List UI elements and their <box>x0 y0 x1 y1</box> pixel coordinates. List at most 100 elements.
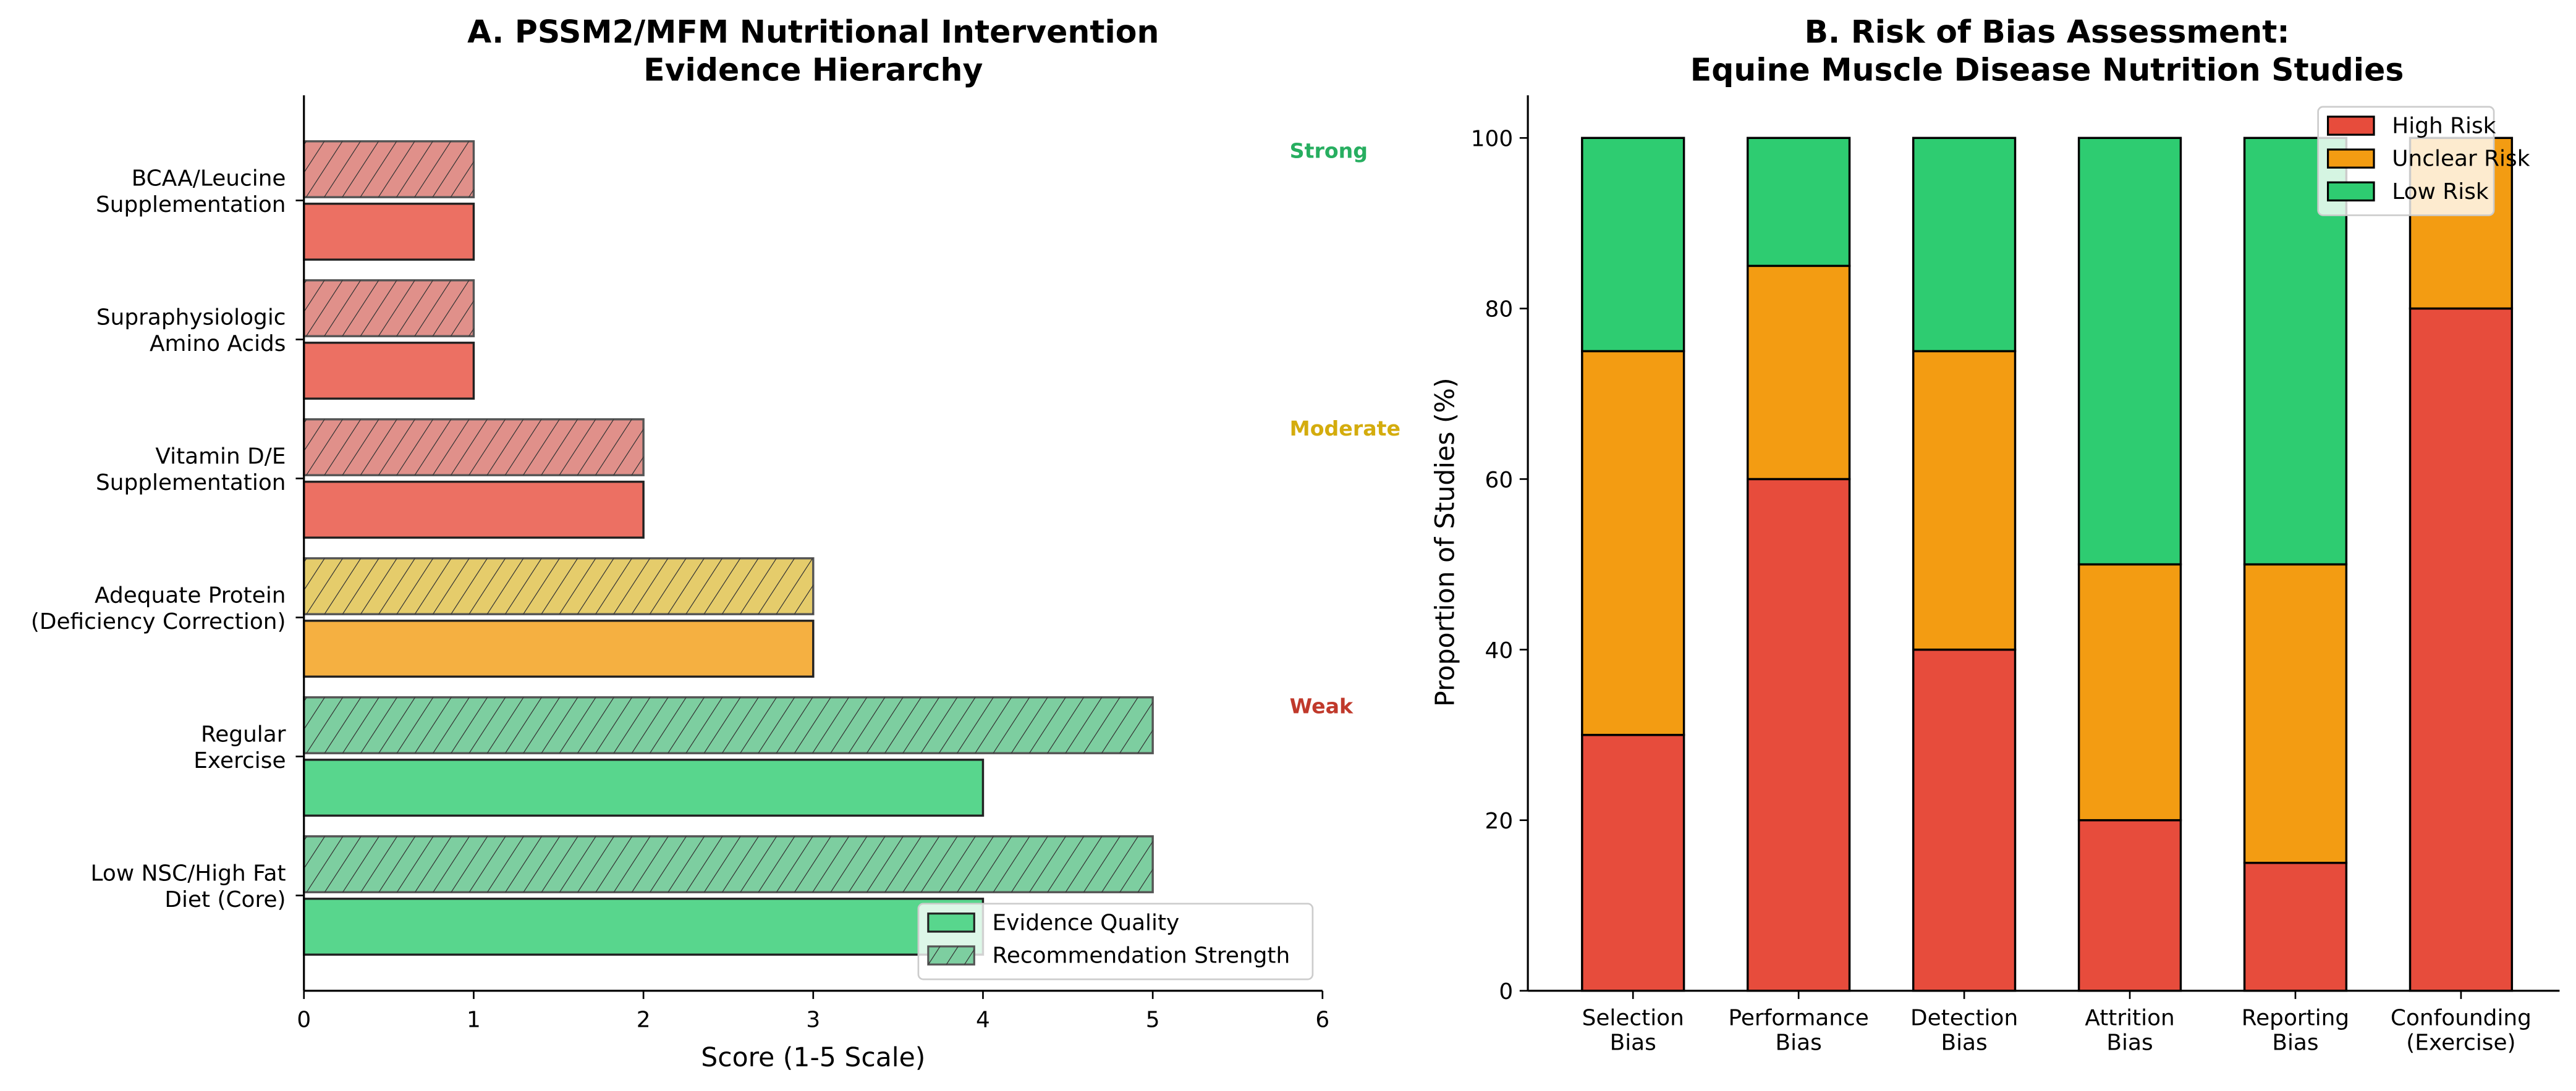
legend-label: High Risk <box>2392 113 2496 138</box>
x-tick-label: 0 <box>297 1007 311 1032</box>
legend-label: Recommendation Strength <box>993 943 1290 969</box>
bar-evidence-quality <box>303 342 475 400</box>
text-line: Selection <box>1582 1006 1684 1031</box>
y-tick-label: 0 <box>1499 979 1513 1005</box>
bar-segment-low-risk <box>1912 137 2017 353</box>
text-line: (Deficiency Correction) <box>31 609 286 634</box>
text-line: Performance <box>1729 1006 1869 1031</box>
legend-swatch <box>2327 181 2375 202</box>
text-line: Equine Muscle Disease Nutrition Studies <box>1690 51 2404 88</box>
text-line: Supplementation <box>96 192 286 217</box>
category-label: Vitamin D/E Supplementation <box>96 444 286 496</box>
panel-a-axes: 0 1 2 3 4 5 6 <box>297 95 1329 1032</box>
bar-hatch-overlay <box>303 141 474 198</box>
text-line: Detection <box>1910 1006 2018 1031</box>
text-line: BCAA/Leucine <box>132 166 286 192</box>
x-tick-label: 5 <box>1146 1007 1160 1032</box>
category-label: Attrition Bias <box>2085 1006 2174 1056</box>
legend-swatch <box>2327 148 2375 169</box>
bar-segment-high-risk <box>1747 478 1851 992</box>
text-line: Evidence Hierarchy <box>643 51 983 88</box>
text-line: (Exercise) <box>2406 1030 2515 1056</box>
text-line: B. Risk of Bias Assessment: <box>1805 14 2290 50</box>
x-tick-label: 4 <box>976 1007 990 1032</box>
text-line: Bias <box>1776 1030 1822 1056</box>
legend-label: Low Risk <box>2392 179 2489 204</box>
category-label: Regular Exercise <box>193 722 286 774</box>
legend-label: Evidence Quality <box>993 910 1180 935</box>
text-line: Confounding <box>2391 1006 2532 1031</box>
bar-segment-high-risk <box>1912 648 2017 992</box>
category-label: Low NSC/High Fat Diet (Core) <box>91 861 286 913</box>
x-tick-label: 3 <box>806 1007 820 1032</box>
text-line: Exercise <box>193 748 286 773</box>
bar-hatch-overlay <box>303 419 644 476</box>
bar-segment-low-risk <box>1581 137 1685 353</box>
category-label: Adequate Protein (Deficiency Correction) <box>31 583 286 635</box>
panel-b-y-axis-label: Proportion of Studies (%) <box>1430 377 1460 707</box>
legend-swatch-hatch <box>928 946 975 965</box>
bar-segment-high-risk <box>2243 861 2348 992</box>
text-line: Regular <box>201 722 286 748</box>
text-line: Attrition <box>2085 1006 2174 1031</box>
text-line: Supplementation <box>96 470 286 495</box>
legend-box <box>917 903 1314 980</box>
text-line: Bias <box>1610 1030 1656 1056</box>
category-label: Detection Bias <box>1910 1006 2018 1056</box>
panel-a-strength-annotations: Strong Moderate Weak <box>1290 138 1400 718</box>
strength-label-moderate: Moderate <box>1290 416 1400 440</box>
panel-a-bars <box>303 140 1154 956</box>
text-line: A. PSSM2/MFM Nutritional Intervention <box>467 14 1159 50</box>
strength-label-weak: Weak <box>1290 694 1354 718</box>
y-tick-label: 60 <box>1485 468 1514 493</box>
bar-evidence-quality <box>303 759 985 817</box>
bar-hatch-overlay <box>303 558 813 615</box>
strength-label-strong: Strong <box>1290 138 1368 162</box>
panel-a-x-axis-label: Score (1-5 Scale) <box>701 1043 925 1073</box>
panel-b-axes: 0 20 40 60 80 100 <box>1471 95 2560 1005</box>
text-line: Diet (Core) <box>164 887 286 912</box>
panel-a-category-labels: Low NSC/High Fat Diet (Core) Regular Exerci… <box>31 166 304 913</box>
bar-segment-high-risk <box>2077 819 2182 992</box>
bar-segment-unclear-risk <box>1747 264 1851 481</box>
legend-swatch <box>927 912 975 933</box>
bar-evidence-quality <box>303 620 815 678</box>
bar-segment-low-risk <box>1747 137 1851 267</box>
legend-label: Unclear Risk <box>2392 146 2530 172</box>
bar-hatch-overlay <box>303 697 1153 754</box>
category-label: Reporting Bias <box>2242 1006 2349 1056</box>
bar-segment-low-risk <box>2243 137 2348 566</box>
bar-segment-high-risk <box>1581 733 1685 992</box>
y-tick-label: 80 <box>1485 297 1514 322</box>
y-tick-label: 40 <box>1485 638 1514 663</box>
category-label: Performance Bias <box>1729 1006 1869 1056</box>
panel-a-title: A. PSSM2/MFM Nutritional Intervention Evi… <box>467 14 1159 88</box>
y-tick-label: 20 <box>1485 809 1514 834</box>
panel-a-legend: Evidence Quality Recommendation Strength <box>917 903 1314 980</box>
bar-evidence-quality <box>303 898 985 956</box>
category-label: Selection Bias <box>1582 1006 1684 1056</box>
x-tick-label: 6 <box>1315 1007 1329 1032</box>
bar-segment-low-risk <box>2077 137 2182 566</box>
text-line: Adequate Protein <box>95 583 286 609</box>
category-label: Confounding (Exercise) <box>2391 1006 2532 1056</box>
text-line: Supraphysiologic <box>96 305 286 331</box>
panel-b-bars <box>1581 137 2514 992</box>
bar-evidence-quality <box>303 481 645 539</box>
text-line: Reporting <box>2242 1006 2349 1031</box>
panel-b-risk-of-bias: B. Risk of Bias Assessment: Equine Muscle… <box>1430 14 2560 1056</box>
x-tick-label: 2 <box>637 1007 651 1032</box>
bar-hatch-overlay <box>303 280 474 337</box>
bar-segment-unclear-risk <box>2243 563 2348 864</box>
text-line: Low NSC/High Fat <box>91 861 286 887</box>
text-line: Amino Acids <box>150 331 286 356</box>
text-line: Bias <box>1941 1030 1987 1056</box>
panel-b-legend: High Risk Unclear Risk Low Risk <box>2317 106 2530 216</box>
bar-segment-unclear-risk <box>2077 563 2182 822</box>
category-label: Supraphysiologic Amino Acids <box>96 305 286 357</box>
bar-hatch-overlay <box>303 836 1153 893</box>
text-line: Bias <box>2106 1030 2153 1056</box>
text-line: Vitamin D/E <box>155 444 286 470</box>
